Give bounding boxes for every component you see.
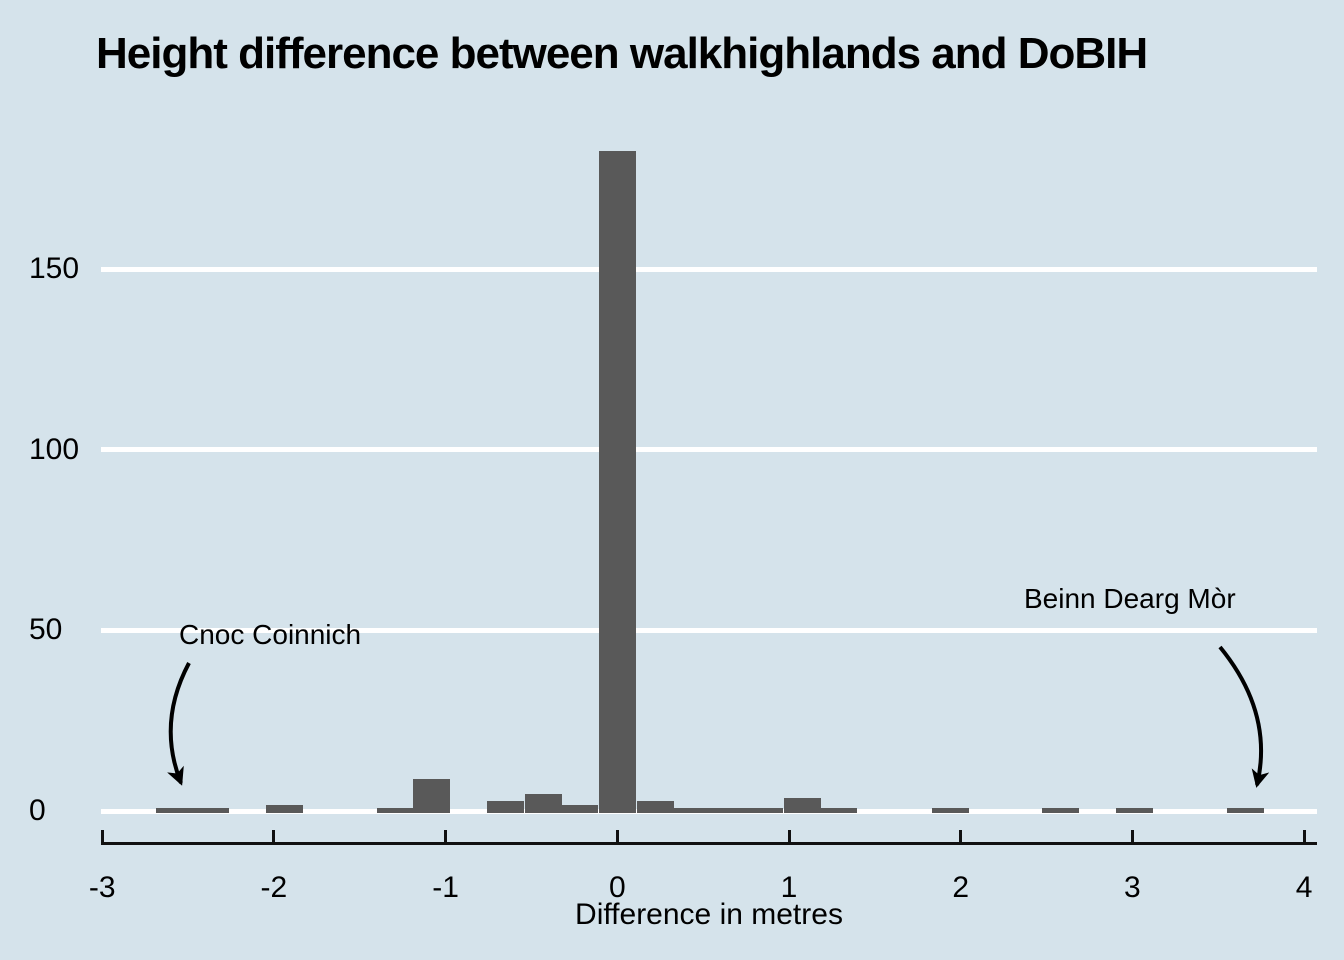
x-tick-label-2: 2	[952, 871, 970, 904]
x-tick-1	[787, 830, 791, 843]
histogram-bar-x-0.65	[487, 801, 525, 814]
histogram-bar-x1.29	[820, 808, 858, 814]
histogram-bar-x-1.29	[377, 808, 415, 814]
histogram-bar-x0	[598, 150, 636, 814]
x-tick-label--2: -2	[260, 871, 288, 904]
x-axis-line	[101, 842, 1317, 845]
x-tick--2	[272, 830, 276, 843]
histogram-bar-x-2.58	[155, 808, 193, 814]
x-tick--3	[100, 830, 104, 843]
histogram-bar-x0.65	[710, 808, 748, 814]
y-tick-label-100: 100	[29, 432, 80, 466]
chart-title: Height difference between walkhighlands …	[96, 29, 1148, 78]
gridline-y-150	[101, 266, 1317, 272]
x-tick-label-3: 3	[1124, 871, 1141, 904]
x-tick-label-0: 0	[608, 871, 626, 904]
histogram-bar-x1.08	[784, 797, 822, 814]
histogram-bar-x3.66	[1227, 808, 1265, 814]
histogram-bar-x-1.08	[413, 779, 451, 814]
x-tick-label--3: -3	[88, 871, 116, 904]
y-tick-label-50: 50	[29, 613, 63, 647]
x-tick-label-4: 4	[1295, 871, 1313, 904]
histogram-bar-x-1.94	[265, 804, 303, 814]
y-tick-label-150: 150	[29, 252, 80, 286]
histogram-bar-x2.58	[1041, 808, 1079, 814]
x-axis-title: Difference in metres	[575, 898, 843, 931]
y-tick-label-0: 0	[29, 794, 46, 827]
x-tick-0	[615, 830, 619, 843]
gridline-y-50	[101, 627, 1317, 633]
x-tick-label-1: 1	[780, 871, 798, 904]
histogram-bar-x3.01	[1115, 808, 1153, 814]
x-tick--1	[444, 830, 448, 843]
cnoc-coinnich-arrow	[167, 662, 191, 786]
histogram-bar-x0.22	[636, 801, 674, 814]
histogram-bar-x0.43	[672, 808, 710, 814]
histogram-bar-x-2.37	[191, 808, 229, 814]
annotation-beinn-dearg-mor: Beinn Dearg Mòr	[1024, 583, 1236, 614]
histogram-bar-x-0.43	[524, 793, 562, 814]
gridline-y-100	[101, 447, 1317, 453]
beinn-dearg-mor-arrow	[1218, 645, 1270, 788]
x-tick-2	[959, 830, 963, 843]
histogram-bar-x1.94	[931, 808, 969, 814]
histogram-bar-x-0.22	[561, 804, 599, 814]
annotation-cnoc-coinnich: Cnoc Coinnich	[179, 619, 362, 650]
x-tick-label--1: -1	[432, 871, 459, 904]
x-tick-4	[1302, 830, 1306, 843]
histogram-bar-x0.86	[746, 808, 784, 814]
x-tick-3	[1130, 830, 1134, 843]
